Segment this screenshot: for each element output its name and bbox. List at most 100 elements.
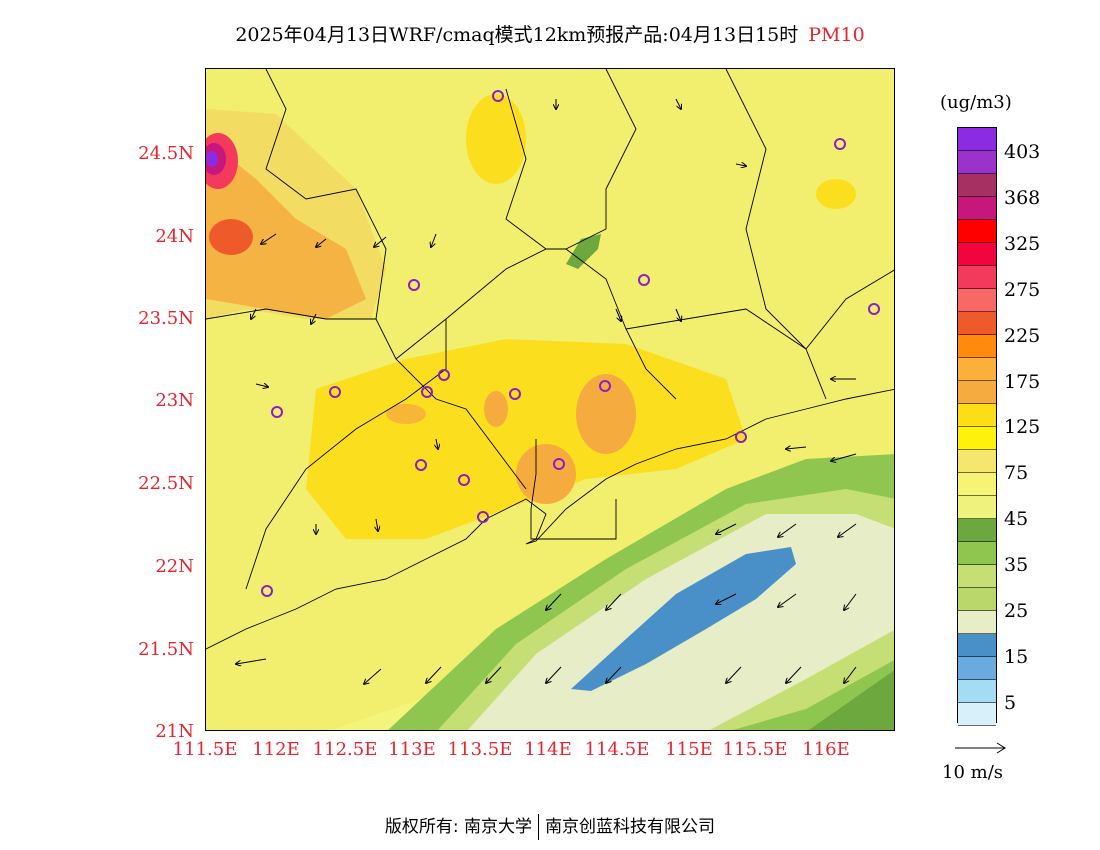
legend-swatch <box>958 381 996 404</box>
station-marker[interactable] <box>638 274 650 286</box>
wind-arrow <box>316 238 327 247</box>
station-marker[interactable] <box>509 388 521 400</box>
wind-arrow <box>426 666 442 683</box>
wind-arrow <box>675 98 681 109</box>
wind-vector-key-arrow <box>955 742 1006 754</box>
station-marker[interactable] <box>477 511 489 523</box>
wind-arrow <box>251 308 257 319</box>
wind-arrow <box>778 593 797 607</box>
wind-arrow <box>675 308 681 321</box>
legend-label: 125 <box>1004 416 1041 438</box>
lat-label-22-5: 22.5N <box>138 473 194 494</box>
legend-label: 175 <box>1004 371 1041 393</box>
legend-label: 45 <box>1004 508 1029 530</box>
concentration-zone-orange-shenzhen <box>516 444 576 504</box>
legend-label: 75 <box>1004 462 1029 484</box>
wind-arrow <box>606 666 622 683</box>
concentration-zone-orange-fs <box>386 404 426 424</box>
legend-label: 403 <box>1004 141 1041 163</box>
lon-label-113: 113E <box>388 739 436 760</box>
copyright-left: 版权所有: 南京大学 <box>384 817 533 837</box>
lat-label-21-5: 21.5N <box>138 639 194 660</box>
legend-swatch <box>958 565 996 588</box>
wind-arrow <box>615 308 621 321</box>
wind-arrow <box>364 668 382 684</box>
lon-label-112: 112E <box>252 739 300 760</box>
concentration-hotspot-orange <box>209 219 253 255</box>
wind-arrow <box>546 666 562 683</box>
legend-swatch <box>958 335 996 358</box>
wind-arrow <box>374 236 387 247</box>
legend-swatch <box>958 542 996 565</box>
concentration-zone-green-se <box>808 670 894 730</box>
legend-swatch <box>958 634 996 657</box>
legend-swatch <box>958 496 996 519</box>
station-marker[interactable] <box>408 279 420 291</box>
wind-arrow <box>844 593 857 610</box>
legend-swatch <box>958 611 996 634</box>
legend-label: 275 <box>1004 279 1041 301</box>
wind-arrow <box>735 164 746 166</box>
lat-label-21: 21N <box>155 721 194 742</box>
station-marker[interactable] <box>834 138 846 150</box>
wind-arrow <box>838 523 857 537</box>
legend-label: 25 <box>1004 600 1029 622</box>
legend-swatch <box>958 473 996 496</box>
legend-label: 5 <box>1004 692 1017 714</box>
lon-label-115-5: 115.5E <box>722 739 788 760</box>
station-marker[interactable] <box>458 474 470 486</box>
station-marker[interactable] <box>415 459 427 471</box>
wind-vector-key-label: 10 m/s <box>942 762 1003 783</box>
wind-arrow <box>546 593 562 610</box>
legend-label: 325 <box>1004 233 1041 255</box>
wind-arrow <box>606 593 622 610</box>
wind-arrow <box>255 384 268 387</box>
pm10-forecast-map[interactable] <box>205 68 895 731</box>
concentration-zone-northeast <box>816 179 856 209</box>
station-marker[interactable] <box>599 380 611 392</box>
lon-label-114: 114E <box>524 739 572 760</box>
legend-swatch <box>958 128 996 151</box>
station-marker[interactable] <box>329 386 341 398</box>
legend-swatch <box>958 197 996 220</box>
lon-label-115: 115E <box>665 739 713 760</box>
wind-arrow <box>831 453 857 461</box>
color-legend <box>957 127 997 749</box>
wind-arrow <box>376 518 378 531</box>
concentration-zone-orange-east <box>576 374 636 454</box>
legend-swatch <box>958 220 996 243</box>
concentration-zone-blue <box>571 547 796 691</box>
copyright-right: 南京创蓝科技有限公司 <box>545 817 716 837</box>
station-marker[interactable] <box>421 386 433 398</box>
legend-swatch <box>958 174 996 197</box>
wind-arrow <box>716 593 737 604</box>
lat-label-24: 24N <box>155 226 194 247</box>
legend-swatch <box>958 243 996 266</box>
station-marker[interactable] <box>735 431 747 443</box>
legend-swatch <box>958 450 996 473</box>
wind-arrow <box>844 666 857 683</box>
station-marker[interactable] <box>271 406 283 418</box>
legend-swatch <box>958 519 996 542</box>
wind-arrow <box>431 233 437 247</box>
legend-swatch <box>958 358 996 381</box>
wind-vectors <box>236 98 857 684</box>
station-marker[interactable] <box>868 303 880 315</box>
lat-label-23: 23N <box>155 390 194 411</box>
wind-arrow <box>786 666 802 683</box>
title-text: 2025年04月13日WRF/cmaq模式12km预报产品:04月13日15时 <box>235 24 799 46</box>
legend-swatch <box>958 657 996 680</box>
lat-label-22: 22N <box>155 556 194 577</box>
legend-swatch <box>958 703 996 726</box>
legend-label: 368 <box>1004 187 1041 209</box>
station-marker[interactable] <box>261 585 273 597</box>
legend-swatch <box>958 427 996 450</box>
legend-swatch <box>958 588 996 611</box>
station-marker[interactable] <box>553 458 565 470</box>
legend-swatch <box>958 289 996 312</box>
legend-swatch <box>958 151 996 174</box>
station-marker[interactable] <box>438 369 450 381</box>
station-marker[interactable] <box>492 90 504 102</box>
lon-label-116: 116E <box>802 739 850 760</box>
pollutant-label: PM10 <box>808 24 865 46</box>
